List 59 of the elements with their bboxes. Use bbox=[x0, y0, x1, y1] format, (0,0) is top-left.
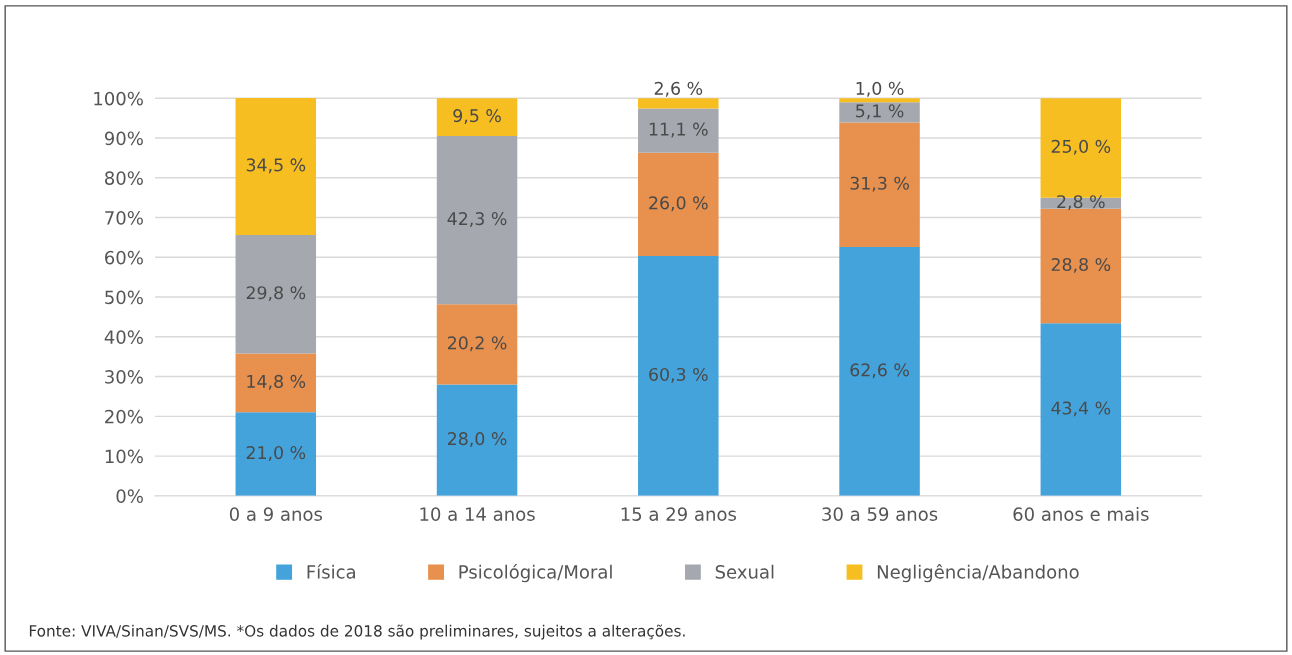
bar bbox=[436, 98, 518, 137]
y-tick-label: 10% bbox=[105, 449, 143, 464]
data-label: 2,6 % bbox=[654, 81, 703, 97]
bar bbox=[436, 136, 518, 305]
bar bbox=[436, 384, 518, 496]
bar bbox=[1040, 208, 1122, 324]
data-label: 60,3 % bbox=[649, 367, 708, 383]
bar bbox=[235, 353, 317, 413]
bar bbox=[235, 412, 317, 496]
data-label: 28,8 % bbox=[1051, 257, 1111, 273]
bar bbox=[1040, 323, 1122, 496]
data-label: 29,8 % bbox=[246, 286, 306, 302]
x-tick-label: 0 a 9 anos bbox=[229, 507, 323, 521]
data-label: 25,0 % bbox=[1051, 139, 1111, 155]
data-label: 2,8 % bbox=[1057, 195, 1105, 211]
y-tick-label: 50% bbox=[105, 290, 143, 305]
bar bbox=[638, 152, 719, 257]
data-label: 11,1 % bbox=[649, 122, 708, 138]
bar bbox=[235, 97, 317, 236]
data-label: 26,0 % bbox=[649, 196, 708, 212]
data-label: 42,3 % bbox=[447, 212, 507, 227]
y-tick-label: 0% bbox=[116, 489, 143, 503]
data-label: 5,1 % bbox=[856, 104, 904, 120]
source-note: Fonte: VIVA/Sinan/SVS/MS. *Os dados de 2018 são preliminares, sujeitos a alterações. bbox=[29, 624, 685, 640]
bar bbox=[839, 246, 920, 496]
legend-label: Psicológica/Moral bbox=[459, 564, 612, 583]
bar bbox=[839, 98, 920, 103]
data-label: 21,0 % bbox=[246, 446, 306, 461]
y-tick-label: 90% bbox=[104, 131, 143, 146]
bar bbox=[638, 256, 719, 496]
data-label: 20,2 % bbox=[447, 336, 507, 352]
bar bbox=[436, 304, 518, 385]
y-tick-label: 30% bbox=[105, 370, 143, 384]
bar bbox=[839, 122, 920, 247]
bar bbox=[235, 235, 317, 354]
x-tick-label: 10 a 14 anos bbox=[420, 507, 535, 521]
x-tick-label: 60 anos e mais bbox=[1013, 506, 1149, 521]
data-label: 28,0 % bbox=[447, 432, 507, 447]
y-tick-label: 40% bbox=[104, 330, 143, 344]
x-tick-label: 15 a 29 anos bbox=[621, 507, 737, 521]
data-label: 62,6 % bbox=[850, 363, 909, 379]
data-label: 31,3 % bbox=[850, 176, 909, 192]
data-label: 1,0 % bbox=[856, 81, 904, 97]
data-label: 14,8 % bbox=[247, 374, 306, 390]
y-tick-label: 20% bbox=[105, 409, 143, 424]
bar bbox=[638, 108, 719, 153]
bar bbox=[839, 102, 920, 123]
y-tick-label: 80% bbox=[105, 171, 143, 185]
data-label: 9,5 % bbox=[453, 109, 501, 124]
y-tick-label: 70% bbox=[105, 211, 143, 225]
legend-label: Negligência/Abandono bbox=[877, 564, 1079, 583]
legend-label: Sexual bbox=[715, 564, 774, 579]
y-tick-label: 60% bbox=[105, 250, 143, 265]
data-label: 34,5 % bbox=[246, 158, 306, 174]
y-tick-label: 100% bbox=[94, 91, 143, 106]
data-label: 43,4 % bbox=[1051, 401, 1111, 417]
x-tick-label: 30 a 59 anos bbox=[822, 507, 938, 521]
legend-label: Física bbox=[307, 564, 355, 579]
bar bbox=[638, 98, 719, 109]
